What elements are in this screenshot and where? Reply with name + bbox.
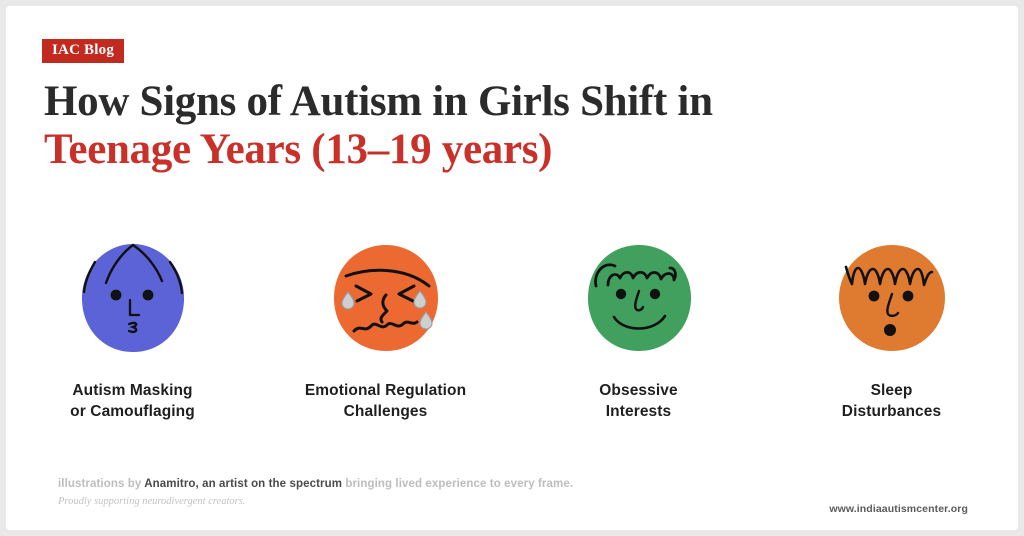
credit-suffix: bringing lived experience to every frame… (342, 478, 574, 490)
face-masking-icon (81, 243, 184, 352)
sign-card-sleep-disturbances: Sleep Disturbances (765, 238, 1018, 422)
caption-line-1: Sleep (870, 382, 913, 399)
face-smiling-icon (587, 245, 691, 351)
face-sleepy-yawning-icon (838, 245, 945, 351)
caption-line-2: Challenges (343, 403, 428, 420)
caption-line-1: Emotional Regulation (304, 382, 467, 399)
caption-line-1: Autism Masking (72, 382, 193, 399)
poster-card: IAC Blog How Signs of Autism in Girls Sh… (6, 6, 1018, 530)
sign-card-caption: Autism Masking or Camouflaging (70, 380, 195, 422)
face-stressed-crying-icon (333, 245, 438, 351)
sign-card-caption: Emotional Regulation Challenges (305, 380, 466, 422)
sign-card-autism-masking: Autism Masking or Camouflaging (6, 238, 259, 422)
caption-line-1: Obsessive (599, 382, 678, 399)
title-line-2: Teenage Years (13–19 years) (44, 126, 553, 173)
sign-card-emotional-regulation: Emotional Regulation Challenges (259, 238, 512, 422)
website-url: www.indiaautismcenter.org (829, 503, 968, 515)
sign-card-caption: Obsessive Interests (599, 380, 677, 422)
subcredit-line: Proudly supporting neurodivergent creato… (58, 496, 246, 507)
sign-card-caption: Sleep Disturbances (842, 380, 941, 422)
caption-line-2: or Camouflaging (70, 403, 195, 420)
caption-line-2: Interests (605, 403, 672, 420)
sign-cards-row: Autism Masking or Camouflaging (6, 238, 1018, 422)
sign-card-obsessive-interests: Obsessive Interests (512, 238, 765, 422)
title-line-1: How Signs of Autism in Girls Shift in (44, 78, 713, 125)
iac-blog-badge: IAC Blog (42, 39, 125, 63)
page-title: How Signs of Autism in Girls Shift in Te… (44, 78, 713, 174)
credit-prefix: illustrations by (58, 478, 145, 490)
illustration-credit: illustrations by Anamitro, an artist on … (58, 478, 573, 490)
credit-artist-name: Anamitro, an artist on the spectrum (144, 478, 343, 490)
caption-line-2: Disturbances (841, 403, 942, 420)
